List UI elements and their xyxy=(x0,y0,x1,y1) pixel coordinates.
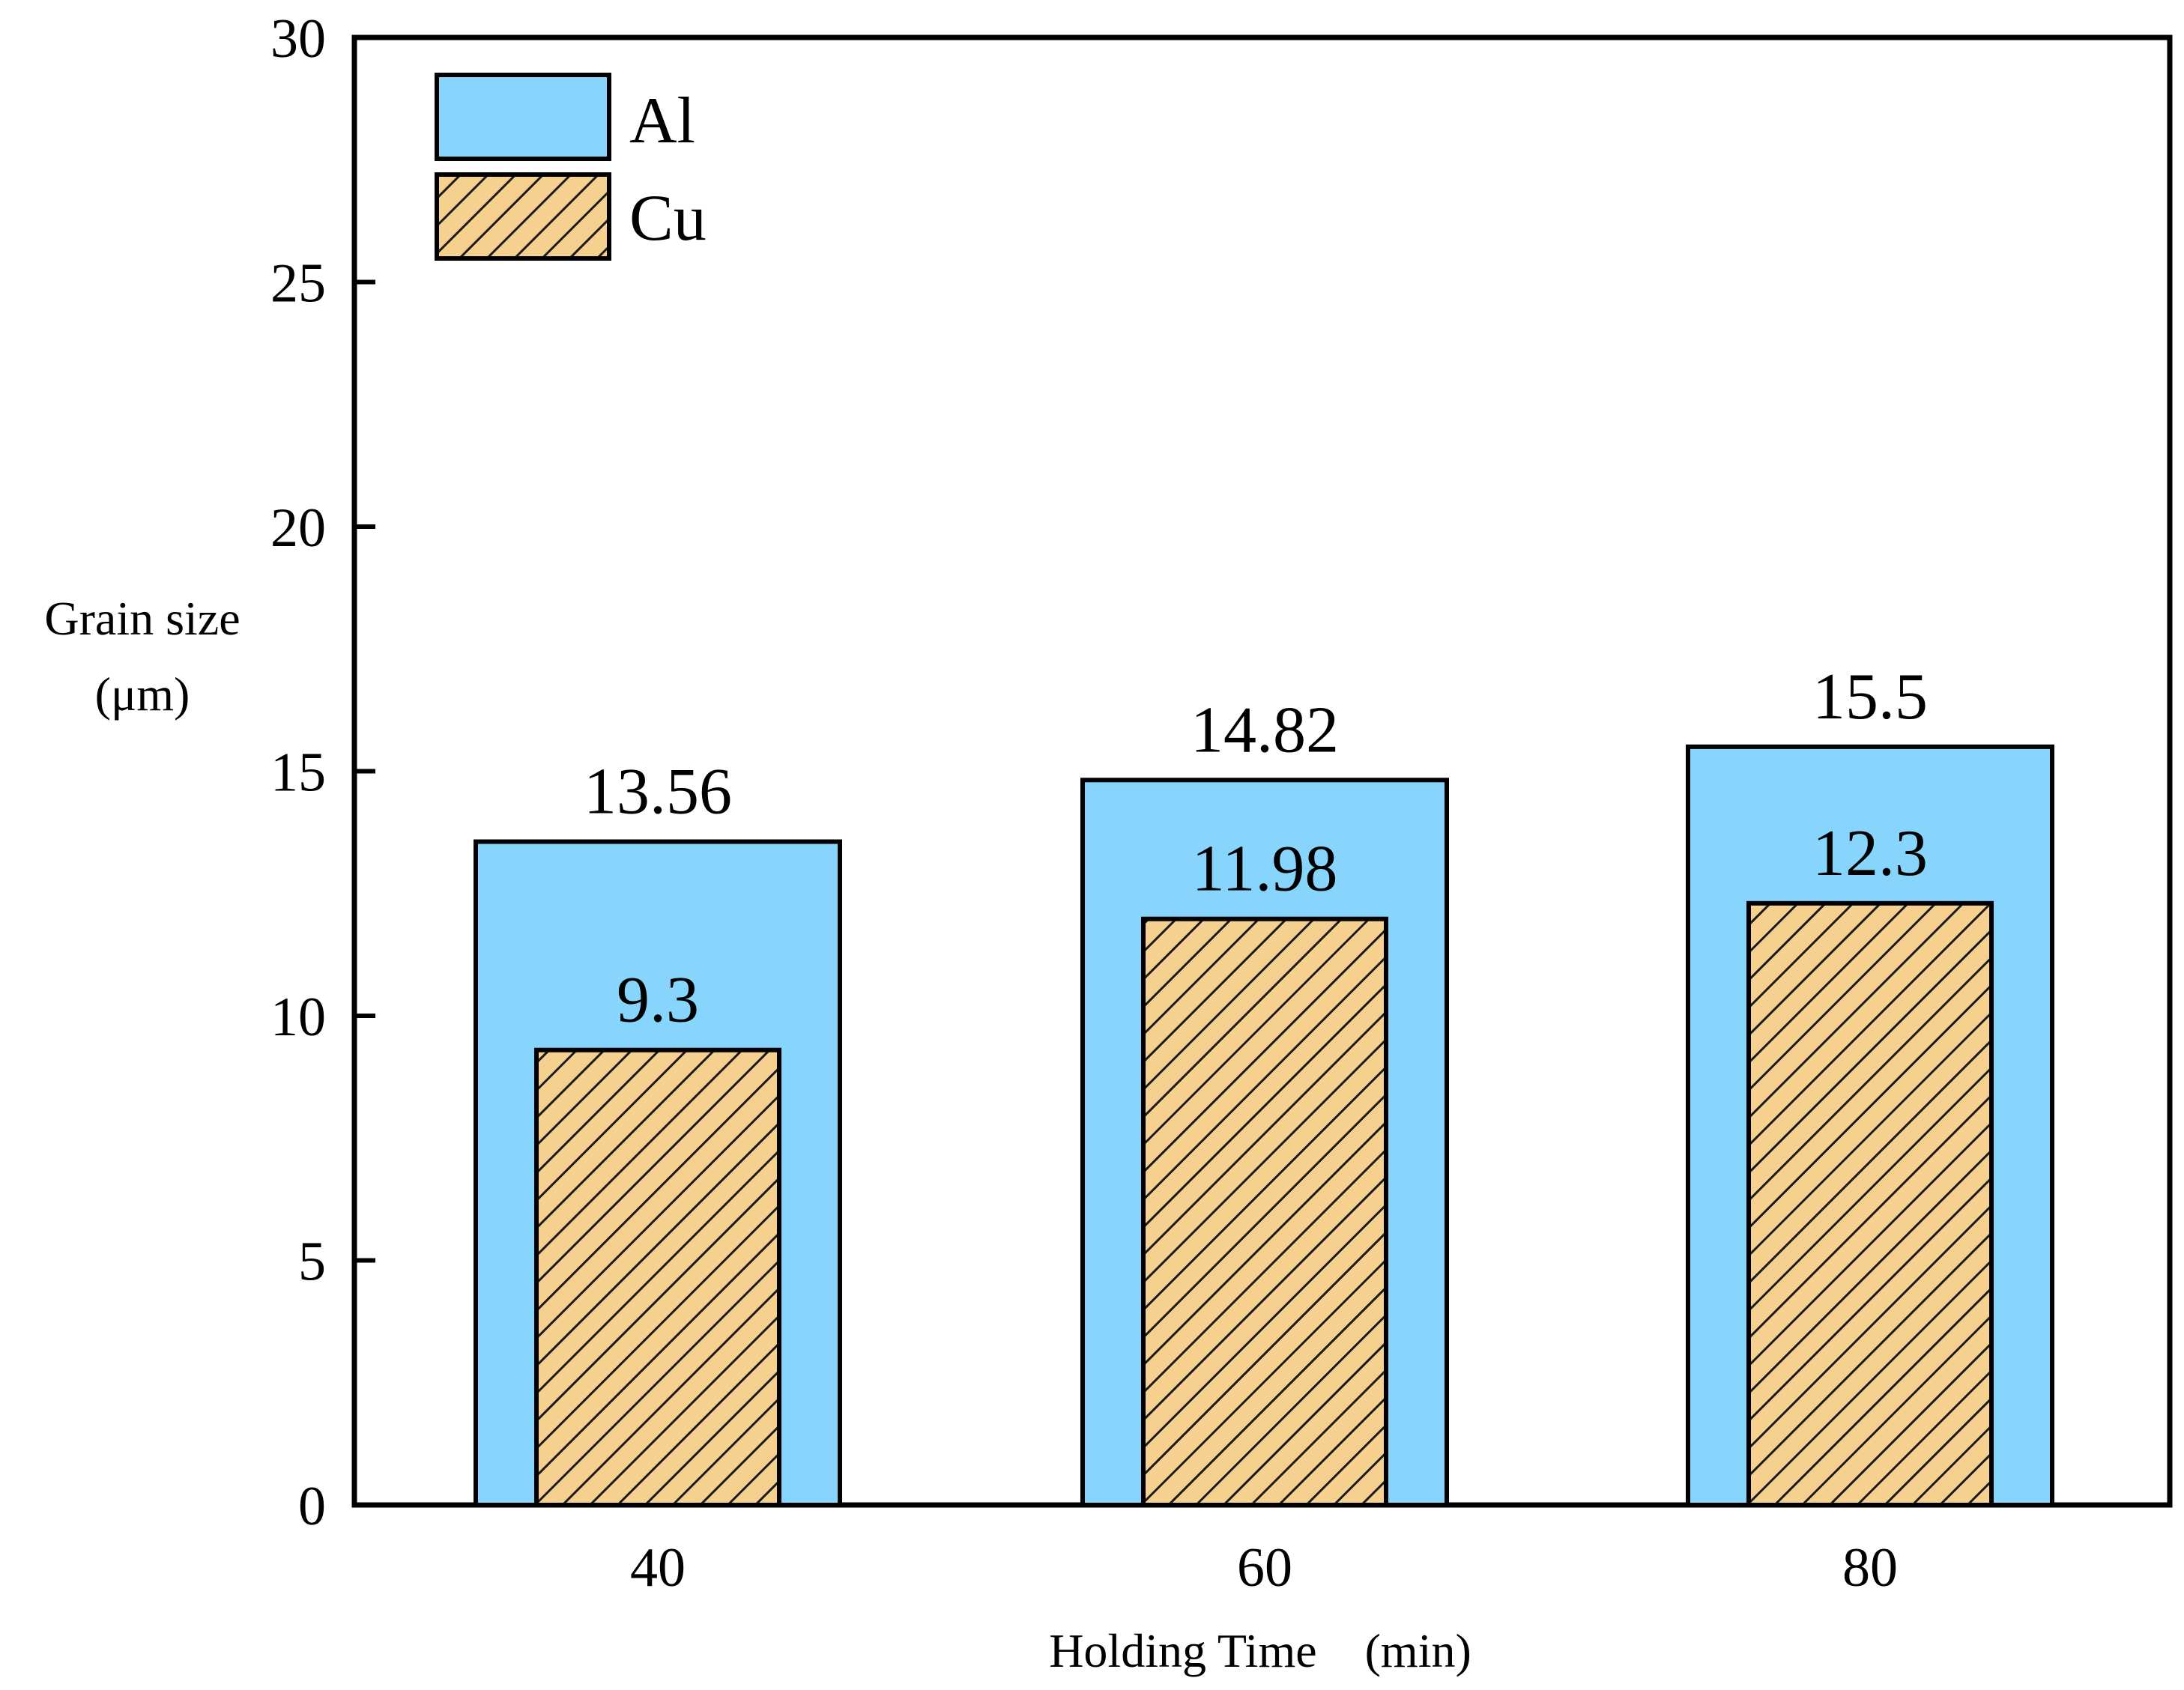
legend-swatch-al xyxy=(435,73,611,161)
y-axis-title-line-2: (μm) xyxy=(95,667,190,721)
data-label-cu-80: 12.3 xyxy=(1812,817,1928,890)
legend-swatch-cu xyxy=(435,172,611,261)
bars xyxy=(474,744,2054,1508)
x-tick-label: 60 xyxy=(1237,1537,1292,1599)
data-label-al-60: 14.82 xyxy=(1191,694,1339,766)
y-tick-label: 20 xyxy=(270,497,326,559)
legend: Al Cu xyxy=(435,73,707,261)
y-tick-label: 25 xyxy=(270,253,326,315)
y-axis-title-line-1: Grain size xyxy=(44,592,240,645)
y-axis: 0 5 10 15 20 25 30 xyxy=(270,8,375,1537)
data-label-cu-40: 9.3 xyxy=(617,964,699,1037)
legend-label-cu: Cu xyxy=(629,182,707,255)
data-label-al-80: 15.5 xyxy=(1812,661,1928,733)
x-tick-label: 80 xyxy=(1842,1537,1898,1599)
legend-label-al: Al xyxy=(629,85,695,157)
y-tick-label: 5 xyxy=(298,1232,326,1293)
y-tick-label: 30 xyxy=(270,8,326,70)
data-label-al-40: 13.56 xyxy=(584,756,732,829)
y-tick-label: 10 xyxy=(270,987,326,1048)
data-labels: 13.56 14.82 15.5 9.3 11.98 12.3 xyxy=(584,661,1928,1037)
data-label-cu-60: 11.98 xyxy=(1192,833,1338,906)
y-tick-label: 0 xyxy=(298,1476,326,1537)
x-tick-label: 40 xyxy=(630,1537,686,1599)
x-axis: 40 60 80 xyxy=(630,1537,1898,1599)
bar-cu-80 xyxy=(1746,900,1994,1508)
x-axis-title: Holding Time (min) xyxy=(1049,1624,1471,1677)
y-tick-label: 15 xyxy=(270,742,326,804)
bar-cu-40 xyxy=(534,1047,781,1507)
bar-cu-60 xyxy=(1141,916,1388,1508)
